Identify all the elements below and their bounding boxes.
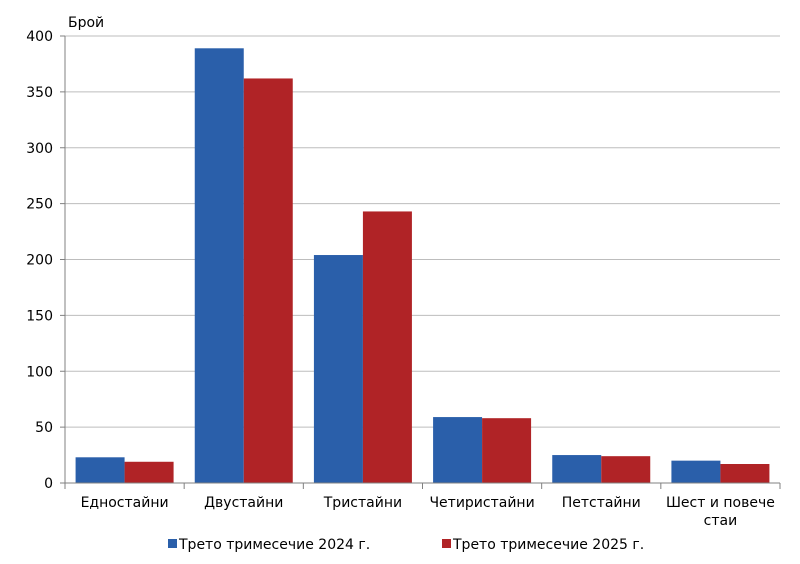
y-tick-label: 350 <box>26 85 53 101</box>
bar-2024-0 <box>75 457 125 483</box>
bars <box>75 48 770 483</box>
bar-2024-1 <box>194 48 244 483</box>
bar-2024-4 <box>552 455 602 483</box>
x-category-label: Едностайни <box>81 495 169 511</box>
y-tick-label: 150 <box>26 308 53 324</box>
legend-label: Трето тримесечие 2024 г. <box>178 537 370 553</box>
x-category-label: Тристайни <box>323 495 402 511</box>
x-category-label: Двустайни <box>204 495 283 511</box>
legend-swatch <box>442 539 451 548</box>
legend: Трето тримесечие 2024 г. Трето тримесечие… <box>168 537 644 553</box>
legend-swatch <box>168 539 177 548</box>
y-tick-label: 300 <box>26 141 53 157</box>
x-category-label: Петстайни <box>562 495 641 511</box>
bar-2025-0 <box>124 461 174 483</box>
bar-2025-5 <box>720 464 770 483</box>
x-category-label: Шест и повече стаи <box>666 495 775 529</box>
bar-2025-3 <box>482 418 532 483</box>
gridlines <box>65 35 780 428</box>
bar-2025-4 <box>601 456 651 483</box>
y-tick-label: 0 <box>44 476 53 492</box>
y-tick-label: 100 <box>26 364 53 380</box>
y-axis-ticks: 0 50 100 150 200 250 300 350 400 <box>26 29 65 492</box>
bar-2024-3 <box>433 417 483 483</box>
y-tick-label: 50 <box>35 420 53 436</box>
legend-label: Трето тримесечие 2025 г. <box>452 537 644 553</box>
bar-2024-2 <box>313 255 363 483</box>
y-tick-label: 400 <box>26 29 53 45</box>
y-axis-label: Брой <box>68 15 104 31</box>
bar-2025-2 <box>362 211 412 483</box>
y-tick-label: 200 <box>26 253 53 269</box>
bar-2025-1 <box>243 78 293 483</box>
x-category-label: Четиристайни <box>429 495 534 511</box>
axes <box>64 36 781 489</box>
x-axis-labels: Едностайни Двустайни Тристайни Четиристайни… <box>81 495 775 529</box>
y-tick-label: 250 <box>26 197 53 213</box>
bar-2024-5 <box>671 460 721 483</box>
